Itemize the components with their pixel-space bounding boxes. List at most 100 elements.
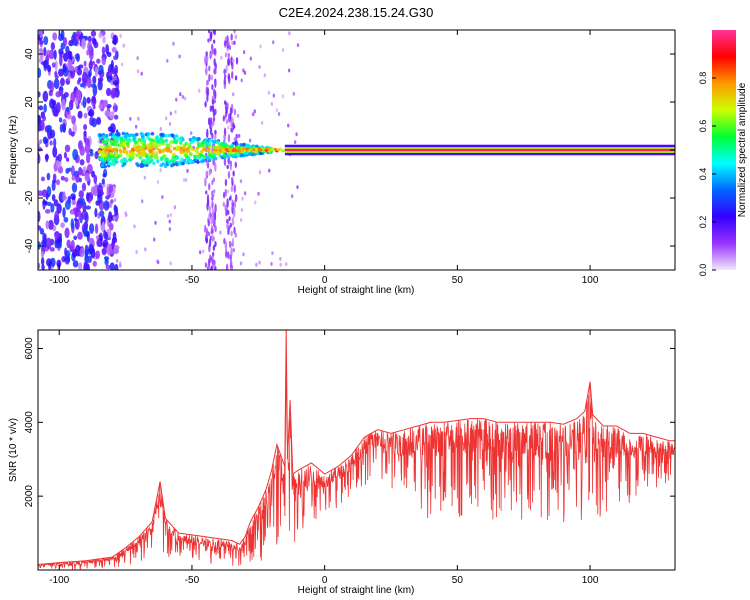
noise-speckle [71, 199, 77, 206]
noise-speckle [113, 55, 117, 61]
colorbar-tick-label: 0.0 [698, 264, 708, 277]
noise-speckle [112, 80, 119, 86]
noise-speckle [95, 250, 101, 260]
noise-streak [207, 219, 211, 227]
scintillation-patch [172, 146, 177, 151]
scintillation-patch [122, 141, 126, 146]
noise-faint [164, 116, 168, 121]
carrier-approach [239, 150, 243, 153]
snr-xtick-label: -50 [185, 575, 200, 586]
noise-speckle [74, 66, 78, 73]
noise-streak [207, 117, 211, 126]
noise-faint [295, 132, 298, 137]
noise-speckle [78, 77, 82, 83]
noise-speckle [88, 60, 93, 70]
scintillation-patch [151, 144, 155, 148]
scintillation-patch [233, 141, 237, 145]
noise-speckle [51, 62, 56, 68]
noise-streak [225, 64, 228, 74]
scintillation-patch [174, 140, 178, 145]
noise-speckle [41, 264, 45, 270]
noise-speckle [74, 31, 81, 38]
noise-speckle [68, 99, 74, 111]
noise-faint [237, 133, 241, 138]
scintillation-patch [147, 160, 152, 165]
scintillation-patch [146, 135, 150, 140]
noise-speckle [98, 32, 103, 39]
noise-faint [249, 56, 253, 61]
noise-speckle [67, 58, 73, 69]
noise-speckle [94, 181, 98, 194]
scintillation-patch [137, 153, 141, 158]
scintillation-patch [126, 141, 130, 146]
scintillation-patch [242, 142, 246, 147]
noise-speckle [62, 207, 66, 218]
noise-streak [205, 190, 208, 195]
noise-speckle [98, 64, 104, 75]
scintillation-patch [213, 156, 218, 161]
noise-streak [206, 80, 209, 86]
spectrogram-ytick-label: -40 [24, 238, 35, 253]
scintillation-patch [150, 131, 155, 136]
noise-faint [292, 91, 296, 96]
noise-faint [183, 96, 187, 101]
noise-streak [234, 161, 238, 169]
noise-speckle [66, 255, 71, 263]
noise-speckle [104, 109, 110, 117]
scintillation-patch [180, 157, 184, 162]
scintillation-patch [220, 141, 224, 146]
scintillation-patch [158, 148, 162, 153]
scintillation-patch [179, 146, 184, 151]
noise-speckle [85, 192, 90, 202]
scintillation-patch [134, 132, 139, 137]
snr-xtick-label: 50 [452, 575, 464, 586]
colorbar: 0.0 0.2 0.4 0.6 0.8 Normalized spectral ampl… [698, 30, 748, 276]
noise-streak [208, 73, 211, 82]
noise-speckle [38, 210, 41, 223]
noise-faint [184, 178, 188, 183]
noise-streak [224, 52, 228, 58]
noise-speckle [78, 177, 82, 183]
noise-speckle [42, 200, 48, 205]
noise-speckle [40, 176, 46, 182]
noise-streak [228, 196, 232, 201]
noise-speckle [57, 153, 63, 162]
noise-streak [224, 241, 228, 251]
noise-streak [234, 232, 238, 238]
scintillation-patch [188, 137, 193, 142]
noise-faint [140, 199, 144, 204]
noise-streak [231, 216, 235, 226]
noise-streak [225, 119, 229, 125]
noise-faint [277, 112, 281, 117]
noise-streak [226, 198, 229, 209]
noise-faint [179, 92, 182, 97]
noise-speckle [89, 151, 94, 157]
noise-speckle [59, 123, 64, 133]
noise-speckle [77, 231, 83, 240]
scintillation-patch [103, 164, 108, 169]
noise-faint [287, 68, 291, 73]
noise-speckle [94, 207, 98, 218]
scintillation-patch [248, 152, 252, 156]
scintillation-patch [114, 147, 119, 152]
scintillation-patch [166, 143, 171, 147]
scintillation-patch [166, 149, 170, 153]
noise-speckle [43, 59, 49, 69]
noise-speckle [64, 144, 71, 153]
noise-faint [227, 125, 230, 130]
noise-faint [134, 124, 138, 129]
noise-speckle [76, 68, 83, 76]
spectrogram-ytick-label: 40 [24, 48, 35, 60]
scintillation-patch [167, 160, 172, 165]
noise-speckle [43, 46, 47, 57]
noise-faint [272, 93, 276, 98]
noise-faint [120, 62, 124, 67]
scintillation-patch [109, 155, 113, 159]
noise-faint [213, 99, 217, 104]
noise-speckle [63, 151, 68, 159]
noise-speckle [38, 262, 41, 269]
noise-speckle [108, 69, 113, 76]
noise-faint [181, 94, 185, 99]
noise-streak [210, 216, 213, 226]
noise-streak [226, 164, 229, 170]
